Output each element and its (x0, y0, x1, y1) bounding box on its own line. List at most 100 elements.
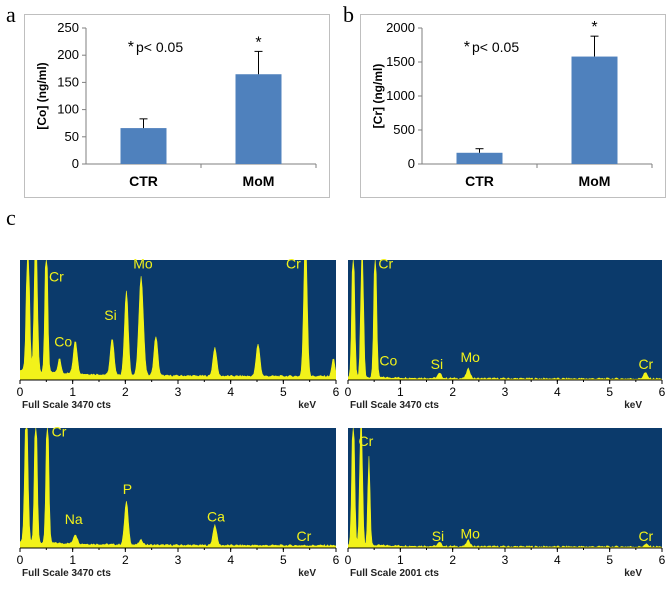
spectrum-background (20, 260, 336, 380)
y-tick-label: 250 (57, 20, 79, 35)
spectrum-curve (20, 428, 336, 548)
x-axis-label: keV (624, 568, 642, 576)
x-tick-label: 5 (280, 385, 287, 399)
peak-label-si: Si (431, 356, 443, 372)
spectrum-caption: Full Scale 3470 cts (22, 400, 111, 408)
peak-label-cr: Cr (358, 433, 373, 449)
x-tick-label: 1 (397, 553, 404, 567)
peak-label-p: P (123, 481, 132, 497)
spectrum-caption: Full Scale 3470 cts (22, 568, 111, 576)
spectrum-background (348, 260, 662, 380)
category-label-mom: MoM (243, 173, 275, 189)
panel-label-c: c (6, 205, 16, 230)
x-tick-label: 3 (502, 385, 509, 399)
spectrum-curve (348, 260, 662, 380)
y-tick-label: 100 (57, 102, 79, 117)
y-tick-label: 500 (393, 122, 415, 137)
y-tick-label: 1500 (386, 54, 415, 69)
x-tick-label: 0 (345, 553, 352, 567)
y-tick-label: 150 (57, 74, 79, 89)
bar-ctr (456, 152, 503, 164)
x-tick-label: 1 (69, 553, 76, 567)
x-tick-label: 2 (449, 553, 456, 567)
x-tick-label: 4 (554, 385, 561, 399)
x-tick-label: 2 (122, 385, 129, 399)
x-tick-label: 3 (175, 385, 182, 399)
peak-label-si: Si (104, 307, 116, 323)
peak-label-cr: Cr (52, 426, 67, 439)
x-tick-label: 4 (554, 553, 561, 567)
eds-spectrum-1: Cr Co Si Mo Cr 0 1 2 3 4 5 6 Full Scale 3470 cts keV (17, 258, 340, 408)
peak-label-cr: Cr (638, 356, 653, 372)
peak-label-mo: Mo (133, 258, 153, 271)
panel-label-b: b (343, 2, 354, 27)
x-tick-label: 6 (659, 553, 666, 567)
category-label-ctr: CTR (129, 173, 158, 189)
x-tick-label: 6 (333, 385, 340, 399)
y-tick-label: 50 (65, 129, 79, 144)
panel-label-a: a (6, 2, 16, 27)
annotation-text: p< 0.05 (472, 39, 519, 55)
peak-label-cr: Cr (378, 258, 393, 271)
y-axis-label: [Co] (ng/ml) (35, 62, 49, 129)
annotation-star: * (464, 39, 470, 56)
x-tick-label: 4 (227, 385, 234, 399)
x-tick-label: 3 (502, 553, 509, 567)
y-tick-label: 0 (72, 156, 79, 171)
x-tick-label: 5 (606, 385, 613, 399)
eds-spectrum-2: Cr Co Si Mo Cr 0 1 2 3 4 5 6 Full Scale 3470 cts keV (345, 258, 666, 408)
bar-mom (571, 56, 618, 165)
y-tick-label: 0 (408, 156, 415, 171)
x-tick-label: 0 (345, 385, 352, 399)
x-tick-label: 2 (122, 553, 129, 567)
bar-mom (235, 74, 282, 164)
spectrum-curve (348, 428, 662, 548)
y-tick-label: 200 (57, 47, 79, 62)
x-tick-label: 6 (659, 385, 666, 399)
x-tick-label: 1 (397, 385, 404, 399)
x-axis-label: keV (624, 400, 642, 408)
peak-label-cr: Cr (297, 528, 312, 544)
significance-marker: * (591, 19, 597, 36)
x-axis-label: keV (298, 400, 316, 408)
eds-spectrum-4: Cr Si Mo Cr 0 1 2 3 4 5 6 Full Scale 2001 cts keV (345, 428, 666, 576)
x-tick-label: 0 (17, 553, 24, 567)
y-tick-label: 2000 (386, 20, 415, 35)
x-tick-label: 2 (449, 385, 456, 399)
y-tick-label: 1000 (386, 88, 415, 103)
peak-label-cr: Cr (49, 269, 64, 285)
annotation-text: p< 0.05 (136, 39, 183, 55)
x-tick-label: 5 (280, 553, 287, 567)
peak-label-mo: Mo (461, 349, 481, 365)
peak-label-cr: Cr (286, 258, 301, 271)
peak-label-na: Na (65, 511, 83, 527)
spectrum-caption: Full Scale 3470 cts (350, 400, 439, 408)
peak-label-mo: Mo (461, 525, 481, 541)
x-tick-label: 0 (17, 385, 24, 399)
x-tick-label: 5 (606, 553, 613, 567)
annotation-star: * (128, 39, 134, 56)
x-tick-label: 4 (227, 553, 234, 567)
x-tick-label: 6 (333, 553, 340, 567)
peak-label-cr: Cr (638, 528, 653, 544)
significance-marker: * (255, 34, 261, 51)
bar-ctr (120, 128, 167, 164)
category-label-ctr: CTR (465, 173, 494, 189)
spectrum-background (348, 428, 662, 548)
spectrum-background (20, 428, 336, 548)
peak-label-co: Co (54, 333, 72, 349)
x-tick-label: 1 (69, 385, 76, 399)
peak-label-si: Si (432, 528, 444, 544)
y-axis-label: [Cr] (ng/ml) (371, 64, 385, 129)
x-axis-label: keV (298, 568, 316, 576)
eds-spectrum-3: Cr Na P Ca Cr 0 1 2 3 4 5 6 Full Scale 3470 cts keV (17, 426, 340, 576)
category-label-mom: MoM (579, 173, 611, 189)
x-tick-label: 3 (175, 553, 182, 567)
peak-label-co: Co (379, 353, 397, 369)
spectrum-caption: Full Scale 2001 cts (350, 568, 439, 576)
spectrum-curve (20, 260, 336, 380)
peak-label-ca: Ca (207, 509, 225, 525)
